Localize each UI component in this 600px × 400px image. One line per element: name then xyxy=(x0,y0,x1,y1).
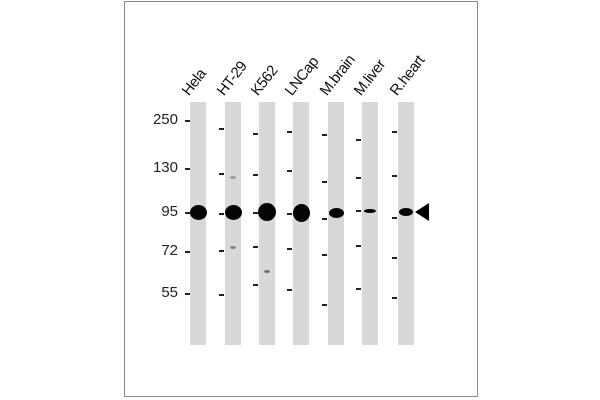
protein-band xyxy=(258,203,276,221)
lane-mw-tick xyxy=(219,128,224,130)
lane-mw-tick xyxy=(356,245,361,247)
lane-mw-tick xyxy=(287,213,292,215)
lane-mw-tick xyxy=(322,134,327,136)
protein-band xyxy=(230,175,236,179)
lane-rheart xyxy=(398,102,414,345)
protein-band xyxy=(399,208,413,216)
mw-marker-label: 250 xyxy=(152,111,178,128)
protein-band xyxy=(230,245,236,249)
lane-lncap xyxy=(293,102,309,345)
figure-frame xyxy=(124,1,478,397)
lane-mw-tick xyxy=(253,246,258,248)
mw-marker-label: 55 xyxy=(161,284,178,301)
lane-mw-tick xyxy=(392,131,397,133)
lane-mw-tick xyxy=(356,288,361,290)
lane-mw-tick xyxy=(392,217,397,219)
lane-mw-tick xyxy=(253,212,258,214)
lane-mw-tick xyxy=(356,210,361,212)
lane-mliver xyxy=(362,102,378,345)
lane-mw-tick xyxy=(253,284,258,286)
lane-mw-tick xyxy=(219,213,224,215)
mw-marker-tick xyxy=(185,212,192,214)
lane-mw-tick xyxy=(392,175,397,177)
protein-band xyxy=(189,204,207,220)
protein-band xyxy=(292,204,310,222)
lane-mw-tick xyxy=(219,250,224,252)
lane-mw-tick xyxy=(287,170,292,172)
protein-band xyxy=(264,269,270,273)
mw-marker-tick xyxy=(185,293,192,295)
lane-k562 xyxy=(259,102,275,345)
lane-mw-tick xyxy=(356,177,361,179)
lane-mw-tick xyxy=(322,304,327,306)
protein-band xyxy=(224,204,242,220)
lane-mw-tick xyxy=(356,139,361,141)
lane-mw-tick xyxy=(392,297,397,299)
mw-marker-label: 95 xyxy=(161,203,178,220)
mw-marker-label: 130 xyxy=(152,159,178,176)
lane-ht29 xyxy=(225,102,241,345)
protein-band xyxy=(364,209,376,213)
lane-mbrain xyxy=(328,102,344,345)
mw-marker-tick xyxy=(185,168,192,170)
lane-mw-tick xyxy=(253,174,258,176)
mw-marker-label: 72 xyxy=(161,242,178,259)
lane-mw-tick xyxy=(287,131,292,133)
lane-hela xyxy=(190,102,206,345)
lane-mw-tick xyxy=(322,218,327,220)
lane-mw-tick xyxy=(219,294,224,296)
mw-marker-tick xyxy=(185,120,192,122)
lane-mw-tick xyxy=(219,173,224,175)
lane-mw-tick xyxy=(253,133,258,135)
arrow-pointer-icon xyxy=(415,203,429,221)
mw-marker-tick xyxy=(185,251,192,253)
lane-mw-tick xyxy=(287,289,292,291)
lane-mw-tick xyxy=(322,181,327,183)
lane-mw-tick xyxy=(392,257,397,259)
lane-mw-tick xyxy=(287,248,292,250)
lane-mw-tick xyxy=(322,254,327,256)
protein-band xyxy=(328,208,344,218)
